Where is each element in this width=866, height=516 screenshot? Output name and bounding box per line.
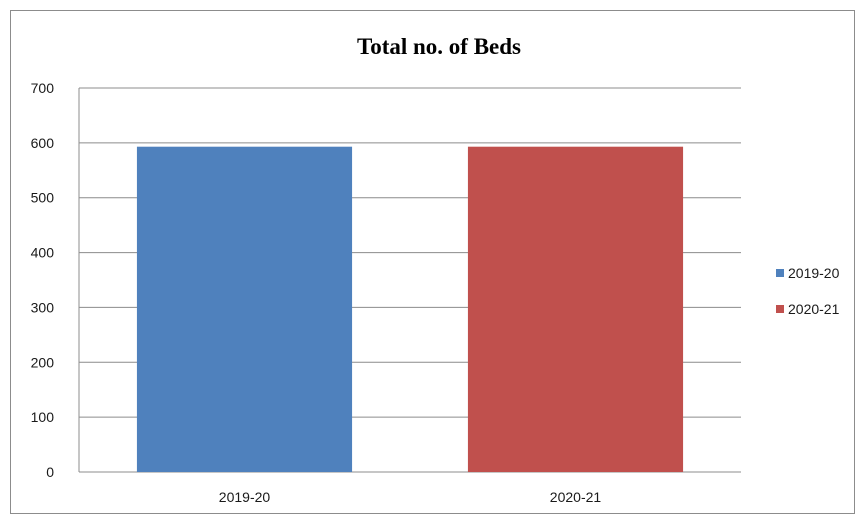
y-axis-ticks: 0 100 200 300 400 500 600 700 [31,80,55,480]
chart-title: Total no. of Beds [357,34,521,59]
y-tick-label: 500 [31,190,55,206]
y-tick-label: 100 [31,409,55,425]
y-tick-label: 0 [46,464,54,480]
y-tick-label: 700 [31,80,55,96]
y-tick-label: 600 [31,135,55,151]
x-axis-ticks: 2019-20 2020-21 [219,489,602,505]
x-tick-label: 2019-20 [219,489,271,505]
y-tick-label: 200 [31,354,55,370]
y-tick-label: 300 [31,299,55,315]
legend-swatch [776,305,784,313]
bar-2020-21 [467,146,684,472]
legend-label: 2019-20 [788,265,840,281]
x-tick-label: 2020-21 [550,489,602,505]
legend: 2019-20 2020-21 [776,265,840,317]
bars [136,146,684,472]
y-tick-label: 400 [31,245,55,261]
legend-swatch [776,269,784,277]
bar-2019-20 [136,146,353,472]
legend-label: 2020-21 [788,301,840,317]
